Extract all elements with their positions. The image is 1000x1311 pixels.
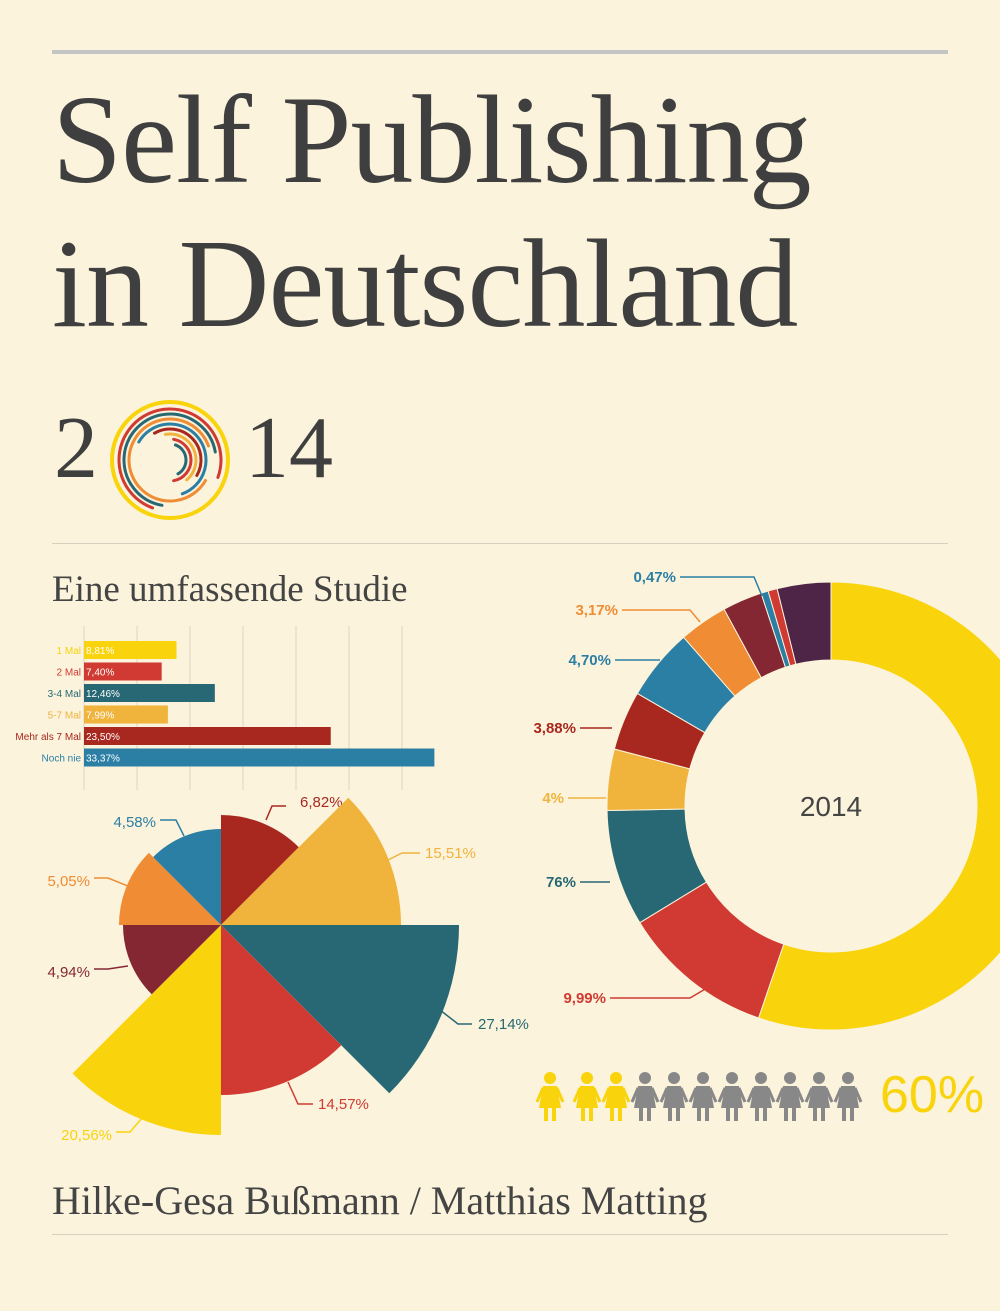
polar-slice xyxy=(153,829,221,925)
logo-arc xyxy=(172,437,193,483)
person-icon xyxy=(804,1072,834,1121)
bar-category-label: Mehr als 7 Mal xyxy=(15,732,81,743)
polar-slice xyxy=(221,814,299,925)
person-icon xyxy=(535,1072,565,1121)
polar-slice xyxy=(119,852,221,925)
bar-value-label: 7,99% xyxy=(86,711,114,722)
polar-value-label: 14,57% xyxy=(318,1096,369,1113)
bar xyxy=(84,684,215,702)
people-pictogram: 60% xyxy=(535,1066,984,1124)
bar-category-label: Noch nie xyxy=(42,754,82,765)
logo-arc xyxy=(117,407,223,510)
person-icon xyxy=(572,1072,602,1121)
polar-value-label: 5,05% xyxy=(47,873,90,890)
pictogram-percent-label: 60% xyxy=(880,1066,984,1124)
person-icon xyxy=(746,1072,776,1121)
bar-category-label: 2 Mal xyxy=(57,668,81,679)
bar-value-label: 12,46% xyxy=(86,689,120,700)
polar-leader-line xyxy=(265,805,286,821)
person-icon xyxy=(659,1072,689,1121)
year-digits-right: 14 xyxy=(245,400,333,497)
year-digit-left: 2 xyxy=(54,400,98,497)
polar-value-label: 27,14% xyxy=(478,1016,529,1033)
polar-value-label: 4,58% xyxy=(113,814,156,831)
bar-value-label: 7,40% xyxy=(86,668,114,679)
polar-slice xyxy=(221,925,342,1095)
polar-leader-line xyxy=(387,852,420,861)
bar xyxy=(84,748,435,767)
polar-leader-line xyxy=(116,1117,143,1133)
donut-slice xyxy=(757,581,1000,1031)
bar-value-label: 33,37% xyxy=(86,754,120,765)
logo-arc xyxy=(163,432,198,482)
donut-leader-line xyxy=(610,984,713,999)
logo-arc xyxy=(127,417,211,503)
bar-category-label: 5-7 Mal xyxy=(48,711,81,722)
logo-arc xyxy=(173,443,188,476)
logo-outer-ring xyxy=(110,400,230,520)
title-line-2: in Deutschland xyxy=(52,215,798,354)
person-icon xyxy=(601,1072,631,1121)
bar-value-label: 23,50% xyxy=(86,732,120,743)
polar-leader-line xyxy=(94,965,129,970)
logo-arc xyxy=(122,412,217,507)
year-zero-logo xyxy=(110,400,230,520)
bottom-rule xyxy=(52,1234,948,1235)
donut-leader-line xyxy=(680,576,763,597)
person-icon xyxy=(688,1072,718,1121)
polar-leader-line xyxy=(160,819,185,837)
person-icon xyxy=(775,1072,805,1121)
polar-area-chart: 6,82% 15,51% 27,14% 14,57% 20,56% 4,94% 5,05% 4… xyxy=(47,794,528,1144)
bar xyxy=(84,641,177,659)
polar-value-label: 15,51% xyxy=(425,845,476,862)
polar-value-label: 6,82% xyxy=(300,794,343,811)
polar-leader-line xyxy=(94,877,129,887)
donut-value-label: 3,17% xyxy=(575,602,618,619)
polar-slice xyxy=(123,925,221,995)
polar-leader-line xyxy=(287,1081,313,1105)
top-rule xyxy=(52,50,948,54)
donut-value-label: 76% xyxy=(546,874,576,891)
polar-value-label: 20,56% xyxy=(61,1127,112,1144)
donut-chart: 9,99% 76% 4% 3,88% 4,70% 3,17% 0,47% 2014 xyxy=(533,569,1000,1031)
donut-value-label: 4% xyxy=(542,790,564,807)
logo-arc xyxy=(137,422,208,496)
donut-slice xyxy=(776,581,832,665)
person-icon xyxy=(833,1072,863,1121)
donut-leader-line xyxy=(622,609,701,623)
polar-slice xyxy=(72,925,222,1135)
polar-slice xyxy=(221,797,401,925)
donut-value-label: 9,99% xyxy=(563,990,606,1007)
middle-rule xyxy=(52,543,948,544)
person-icon xyxy=(717,1072,747,1121)
title-line-1: Self Publishing xyxy=(52,71,812,210)
logo-arc xyxy=(153,427,203,477)
donut-center-label: 2014 xyxy=(800,791,862,822)
polar-value-label: 4,94% xyxy=(47,964,90,981)
donut-value-label: 0,47% xyxy=(633,569,676,586)
bar-category-label: 1 Mal xyxy=(57,646,81,657)
bar xyxy=(84,662,162,681)
bar xyxy=(84,727,331,745)
authors: Hilke-Gesa Bußmann / Matthias Matting xyxy=(52,1178,708,1223)
bar-category-label: 3-4 Mal xyxy=(48,689,81,700)
polar-leader-line xyxy=(439,1009,472,1025)
bar-value-label: 8,81% xyxy=(86,646,114,657)
donut-value-label: 4,70% xyxy=(568,652,611,669)
donut-value-label: 3,88% xyxy=(533,720,576,737)
bar-chart: 1 Mal 8,81% 2 Mal 7,40% 3-4 Mal 12,46% 5-7 Mal… xyxy=(15,641,435,767)
person-icon xyxy=(630,1072,660,1121)
bar xyxy=(84,705,168,724)
polar-slice xyxy=(221,925,459,1094)
subtitle: Eine umfassende Studie xyxy=(52,569,408,610)
